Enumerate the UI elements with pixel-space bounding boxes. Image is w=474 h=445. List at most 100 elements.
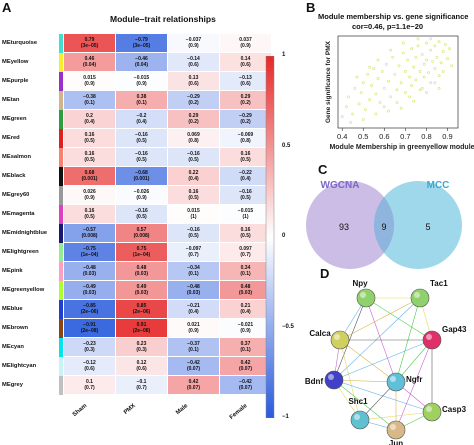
scatter-point [425,41,428,45]
network-node-label: Calca [309,329,331,338]
network-node [330,330,350,350]
network-node [386,372,406,392]
module-label: MEsalmon [2,154,31,160]
module-label: MEpurple [2,78,29,84]
heatmap-cell: −0.48 (0.03) [168,281,220,300]
scatter-point [443,43,447,46]
module-color-swatch [59,167,63,186]
network-node-label: Npy [352,279,368,288]
cell-correlation: −0.015 [237,208,254,214]
heatmap-cell: −0.1 (0.7) [116,376,168,395]
network-node-highlight [426,406,432,412]
heatmap-cell: −0.16 (0.5) [116,205,168,224]
scatter-y-label: Gene significance for PMX [325,40,332,123]
cell-pvalue: (0.6) [136,366,147,372]
scatter-point [418,88,422,92]
heatmap-cell: 0.75 (1e−04) [116,243,168,262]
network-edge [339,339,361,421]
module-color-swatch [59,129,63,148]
scatter-point [425,58,428,62]
scatter-point [345,105,348,109]
scatter-point [340,115,344,119]
cell-pvalue: (0.1) [84,100,95,106]
network-node [356,288,376,308]
cell-correlation: −0.069 [237,132,254,138]
heatmap-cell: −0.38 (0.1) [64,91,116,110]
cell-correlation: 0.23 [136,341,147,347]
cell-correlation: −0.38 [83,94,96,100]
venn-count: 93 [339,222,349,232]
scatter-point [437,40,441,44]
cell-correlation: 0.85 [136,303,147,309]
cell-pvalue: (0.9) [84,195,95,201]
heatmap-cell: −0.49 (0.03) [64,281,116,300]
cell-pvalue: (0.03) [82,271,97,277]
cell-pvalue: (1) [190,214,197,220]
network-node-highlight [328,374,334,380]
cell-correlation: −0.015 [133,75,150,81]
scatter-point [433,81,437,85]
cell-correlation: −0.48 [83,265,96,271]
cell-pvalue: (0.3) [84,347,95,353]
module-color-swatch [59,357,63,376]
network-node-highlight [354,414,360,420]
scatter-point [441,69,445,73]
cell-pvalue: (0.8) [240,138,251,144]
network-node-highlight [414,292,420,298]
module-color-swatch [59,110,63,129]
cell-correlation: −0.34 [187,265,200,271]
scatter-point [376,58,380,62]
heatmap-cell: −0.75 (1e−04) [64,243,116,262]
cell-pvalue: (0.04) [82,62,97,68]
heatmap-cell: −0.16 (0.5) [168,148,220,167]
cell-correlation: 0.29 [188,113,199,119]
scatter-point [412,99,416,103]
module-color-swatch [59,186,63,205]
network-node-label: Shc1 [348,397,368,406]
cell-correlation: 0.2 [86,113,93,119]
scatter-point [359,91,363,95]
cell-pvalue: (0.3) [136,347,147,353]
cell-correlation: 0.12 [136,360,147,366]
module-label: MElightgreen [2,249,39,255]
cell-correlation: 0.91 [136,322,147,328]
cell-pvalue: (0.008) [133,233,150,239]
heatmap-cell: 0.38 (0.1) [116,91,168,110]
scatter-point [393,72,397,76]
cell-pvalue: (3e−05) [80,43,99,49]
cell-correlation: −0.2 [136,113,147,119]
scatter-point [387,109,390,113]
scatter-point [448,47,451,51]
scatter-point [378,101,382,104]
heatmap-cell: −0.21 (0.4) [168,300,220,319]
scatter-point [427,71,430,75]
cell-correlation: 0.29 [240,94,251,100]
heatmap-title: Module–trait relationships [110,14,216,24]
network-node-highlight [334,334,340,340]
scatter-point [429,48,433,52]
cell-correlation: −0.22 [239,170,252,176]
scatter-point [399,81,403,85]
heatmap-cell: 0.16 (0.5) [64,148,116,167]
cell-pvalue: (0.8) [188,138,199,144]
scatter-point [408,75,411,79]
scatter-point [374,112,378,116]
scatter-point [433,67,437,70]
scatter-point [370,84,374,87]
scatter-point [425,91,428,95]
cell-correlation: −0.16 [187,227,200,233]
cell-pvalue: (0.001) [133,176,150,182]
scatter-x-label: Module Membership in greenyellow module [329,144,474,151]
cell-pvalue: (0.5) [136,157,147,163]
cell-correlation: −0.37 [187,341,200,347]
cell-correlation: 0.13 [188,75,199,81]
heatmap-cell: 0.42 (0.07) [168,376,220,395]
scatter-point [389,48,393,52]
cell-pvalue: (0.2) [188,100,199,106]
heatmap-cell: 0.015 (1) [168,205,220,224]
module-label: MEgrey [2,382,23,388]
network-node-label: Gap43 [442,325,467,334]
cell-correlation: −0.91 [83,322,96,328]
scatter-point [412,65,416,69]
heatmap-cell: −0.12 (0.6) [64,357,116,376]
